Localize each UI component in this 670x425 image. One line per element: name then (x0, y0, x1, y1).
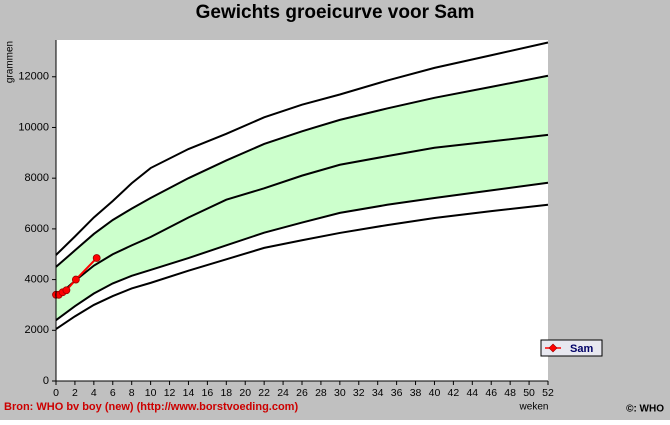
y-tick-label: 4000 (25, 273, 49, 285)
x-tick-label: 30 (334, 387, 346, 399)
x-tick-label: 18 (220, 387, 232, 399)
x-tick-label: 46 (485, 387, 497, 399)
x-tick-label: 48 (504, 387, 516, 399)
x-tick-label: 36 (391, 387, 403, 399)
x-tick-label: 38 (410, 387, 422, 399)
y-tick-label: 6000 (25, 223, 49, 235)
chart-title: Gewichts groeicurve voor Sam (196, 2, 475, 23)
x-tick-label: 40 (429, 387, 441, 399)
percentile-band (56, 75, 548, 321)
data-point (71, 275, 80, 284)
legend-label: Sam (570, 343, 593, 355)
percentile-curve (55, 41, 549, 256)
x-tick-label: 10 (145, 387, 157, 399)
percentile-curve (55, 203, 549, 330)
x-tick-label: 44 (466, 387, 478, 399)
legend-box (540, 339, 603, 357)
x-tick-label: 16 (202, 387, 214, 399)
x-tick-label: 26 (296, 387, 308, 399)
data-point (92, 254, 101, 262)
percentile-curve (55, 133, 549, 299)
x-tick-label: 2 (72, 387, 78, 399)
legend-marker (548, 343, 558, 353)
x-axis-label: weken (519, 402, 549, 413)
percentile-curve (55, 74, 549, 268)
copyright-note: ©: WHO (626, 404, 664, 415)
x-tick-label: 14 (183, 387, 195, 399)
y-tick-label: 0 (43, 375, 49, 387)
source-note: Bron: WHO bv boy (new) (http://www.borst… (4, 401, 298, 413)
y-tick-label: 8000 (25, 172, 49, 184)
x-tick-label: 6 (110, 387, 116, 399)
x-tick-label: 8 (129, 387, 135, 399)
x-tick-label: 42 (448, 387, 460, 399)
y-axis-label: grammen (5, 41, 16, 83)
x-tick-label: 28 (315, 387, 327, 399)
x-tick-label: 34 (372, 387, 384, 399)
x-tick-label: 20 (239, 387, 251, 399)
x-tick-label: 52 (542, 387, 554, 399)
x-tick-label: 12 (164, 387, 176, 399)
percentile-curve (55, 181, 549, 321)
y-tick-label: 10000 (18, 121, 49, 133)
data-point (62, 286, 71, 295)
y-tick-label: 12000 (18, 71, 49, 83)
x-tick-label: 32 (353, 387, 365, 399)
x-tick-label: 22 (258, 387, 270, 399)
x-tick-label: 24 (277, 387, 289, 399)
x-tick-label: 50 (523, 387, 535, 399)
legend: Sam (540, 339, 603, 357)
x-tick-label: 0 (53, 387, 59, 399)
x-tick-label: 4 (91, 387, 97, 399)
y-tick-label: 2000 (25, 324, 49, 336)
